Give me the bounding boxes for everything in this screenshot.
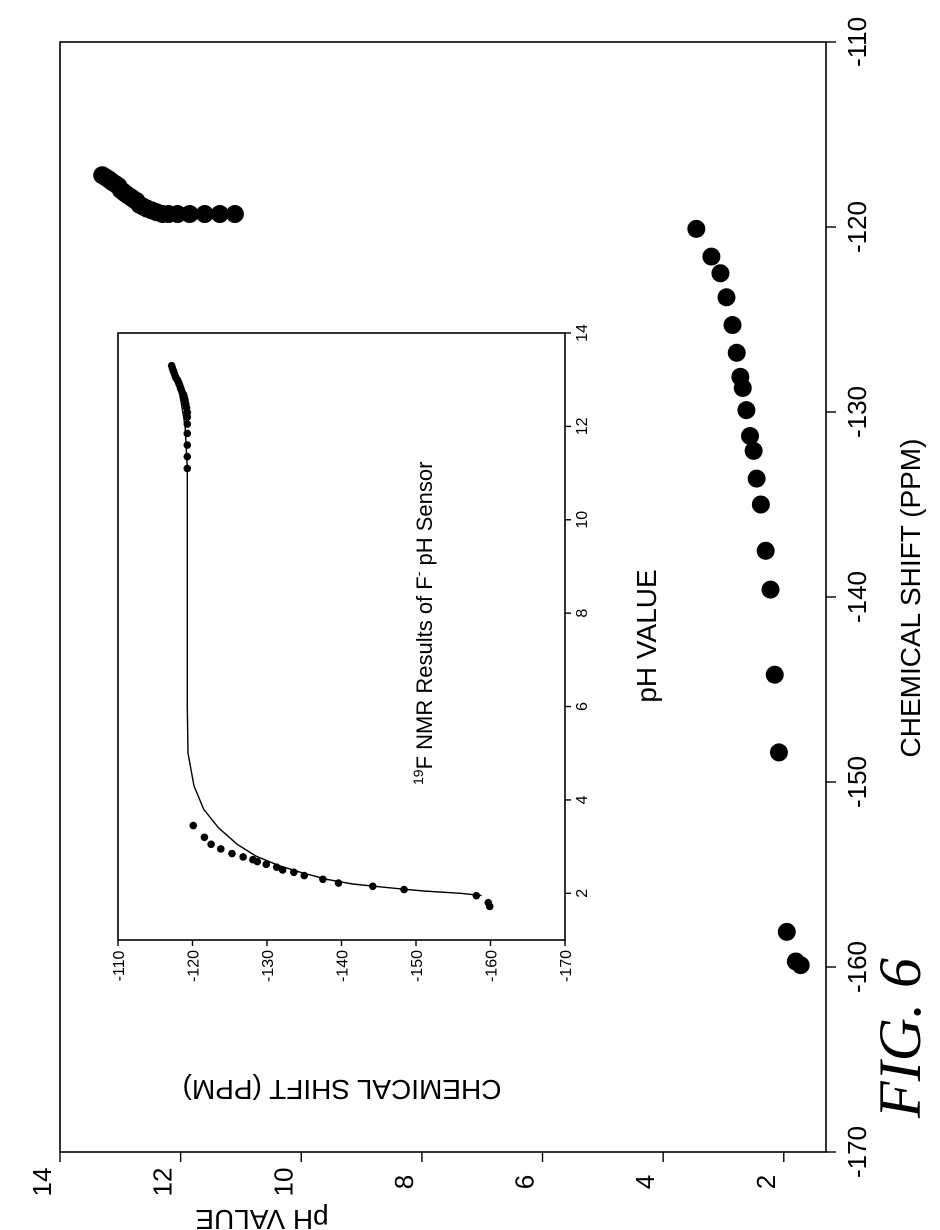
main-data-point [777, 922, 796, 941]
main-y-tick-label: 2 [751, 1175, 781, 1189]
main-data-point [747, 469, 766, 488]
main-data-point [225, 205, 244, 224]
inset-data-point [207, 840, 215, 849]
main-data-point [723, 316, 742, 335]
main-y-axis-label: pH VALUE [195, 1204, 328, 1230]
main-title-isotope: 19 [410, 769, 426, 785]
main-data-point [769, 743, 788, 762]
main-data-point [210, 205, 229, 224]
inset-data-point [228, 849, 236, 858]
inset-y-tick-label: -150 [409, 950, 426, 982]
inset-axis-ticks: 2 4 6 8 10 12 14 -170 -160 -150 -140 -130 -120 -110 [111, 324, 591, 982]
inset-data-point [400, 885, 408, 894]
inset-data-point [368, 882, 377, 891]
main-data-point [727, 343, 746, 362]
main-x-tick-label: -170 [842, 1126, 872, 1178]
main-data-point [744, 441, 763, 460]
main-data-points [93, 166, 810, 975]
main-title-charge: - [410, 571, 426, 576]
main-title-text: F NMR Results of F [412, 576, 437, 769]
main-x-tick-label: -160 [842, 941, 872, 993]
inset-y-tick-label: -140 [335, 950, 352, 982]
inset-x-tick-label: 2 [574, 889, 591, 898]
inset-x-tick-label: 8 [574, 609, 591, 618]
main-data-point [687, 219, 706, 238]
main-x-tick-label: -150 [842, 756, 872, 808]
inset-data-point [484, 898, 493, 907]
main-axis-ticks: -170 -160 -150 -140 -130 -120 -110 2 4 6 8 10 12 14 [27, 17, 872, 1197]
main-data-point [756, 541, 775, 560]
inset-data-point [472, 891, 481, 900]
main-y-tick-label: 12 [148, 1168, 178, 1197]
inset-data-point [334, 879, 343, 887]
main-title: 19F NMR Results of F- pH Sensor [410, 462, 437, 785]
main-x-tick-label: -110 [842, 17, 872, 67]
inset-y-tick-label: -120 [186, 950, 203, 982]
main-data-point [786, 952, 805, 971]
main-y-tick-label: 14 [27, 1168, 57, 1197]
inset-data-point [262, 860, 271, 869]
inset-data-point [183, 441, 192, 449]
inset-y-tick-label: -110 [111, 950, 128, 981]
inset-data-point [272, 863, 281, 871]
inset-x-axis-label: pH VALUE [631, 569, 662, 702]
inset-data-point [300, 871, 309, 880]
inset-x-tick-label: 4 [574, 795, 591, 804]
main-data-point [751, 495, 770, 514]
inset-data-point [183, 420, 192, 428]
main-data-point [195, 205, 214, 224]
main-data-point [737, 401, 756, 420]
main-data-point [702, 247, 721, 266]
inset-data-point [183, 464, 192, 473]
inset-data-point [239, 853, 247, 861]
inset-x-tick-label: 12 [574, 417, 591, 435]
main-y-tick-label: 10 [268, 1168, 298, 1197]
inset-data-point [183, 452, 192, 461]
main-data-point [717, 288, 736, 307]
main-y-tick-label: 4 [630, 1175, 660, 1189]
inset-x-tick-label: 14 [574, 324, 591, 342]
main-x-tick-label: -120 [842, 201, 872, 253]
main-data-point [731, 367, 750, 386]
main-data-point [765, 665, 784, 684]
inset-data-point [290, 868, 298, 877]
inset-x-tick-label: 10 [574, 511, 591, 529]
figure-label: FIG. 6 [867, 958, 933, 1119]
inset-data-point [278, 866, 287, 874]
inset-data-point [319, 875, 327, 884]
inset-data-point [183, 429, 192, 438]
inset-y-tick-label: -130 [260, 950, 277, 982]
main-title-tail: pH Sensor [412, 462, 437, 572]
inset-y-tick-label: -160 [484, 950, 501, 982]
inset-data-point [189, 821, 198, 830]
inset-x-tick-label: 6 [574, 702, 591, 711]
main-data-point [741, 427, 760, 446]
main-x-axis-label: CHEMICAL SHIFT (PPM) [895, 439, 926, 758]
main-data-point [761, 580, 780, 599]
inset-y-tick-label: -170 [558, 950, 575, 982]
inset-data-point [217, 845, 225, 853]
main-data-point [93, 166, 112, 185]
inset-data-point [167, 361, 176, 370]
main-x-tick-label: -130 [842, 386, 872, 438]
main-x-tick-label: -140 [842, 571, 872, 623]
inset-data-point [200, 833, 209, 842]
inset-y-axis-label: CHEMICAL SHIFT (PPM) [183, 1074, 502, 1105]
inset-data-point [249, 855, 257, 864]
main-y-tick-label: 6 [510, 1175, 540, 1189]
main-data-point [711, 264, 730, 283]
main-y-tick-label: 8 [389, 1175, 419, 1189]
inset-data-points [167, 361, 494, 911]
